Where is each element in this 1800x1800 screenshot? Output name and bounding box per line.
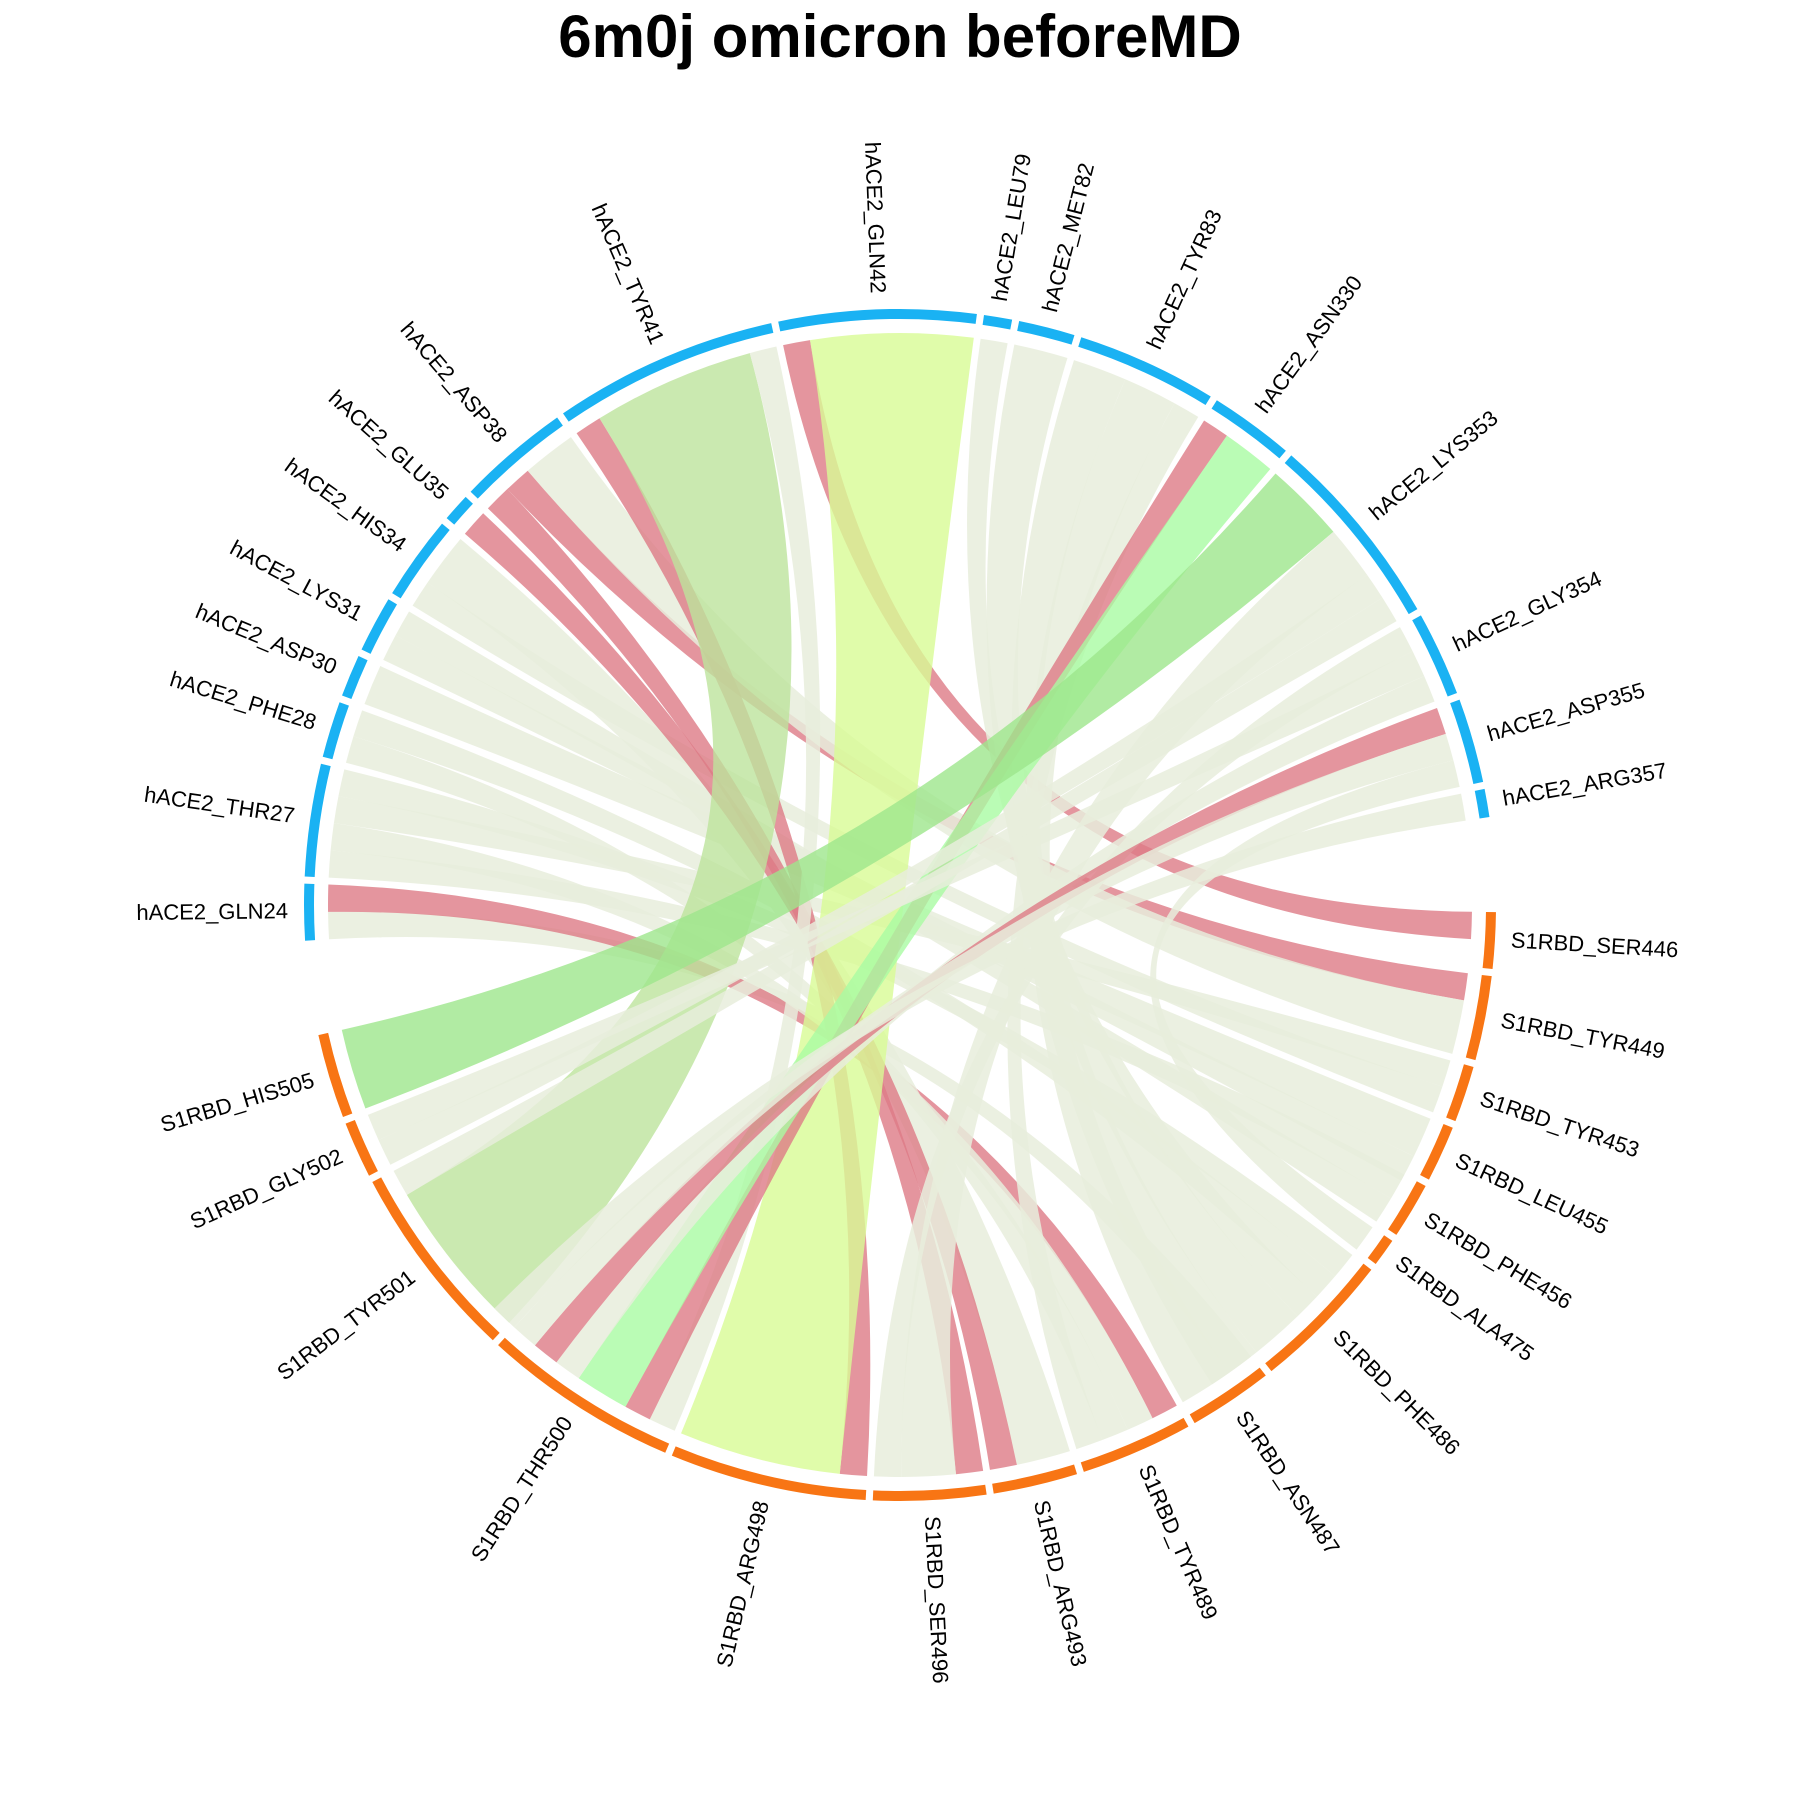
sector-track-S1RBD_PHE486 <box>1265 1263 1372 1372</box>
chord-link-hACE2_HIS34-S1RBD_TYR453 <box>412 582 1443 1113</box>
links-layer <box>328 333 1472 1477</box>
sector-track-hACE2_MET82 <box>1017 321 1075 345</box>
sector-label-S1RBD_ARG493: S1RBD_ARG493 <box>1029 1498 1092 1669</box>
chord-link-hACE2_GLY354-S1RBD_SER496 <box>873 627 1413 1477</box>
chord-link-hACE2_LYS353-S1RBD_HIS505 <box>341 473 1334 1109</box>
sector-label-hACE2_ASP38: hACE2_ASP38 <box>396 317 513 447</box>
sector-track-S1RBD_SER496 <box>872 1484 987 1501</box>
sector-label-S1RBD_SER446: S1RBD_SER446 <box>1510 927 1679 962</box>
sector-label-S1RBD_ASN487: S1RBD_ASN487 <box>1231 1406 1345 1559</box>
sector-label-S1RBD_TYR489: S1RBD_TYR489 <box>1134 1461 1223 1624</box>
sector-track-S1RBD_ARG498 <box>671 1446 867 1501</box>
sector-label-hACE2_ASP355: hACE2_ASP355 <box>1484 677 1647 746</box>
sector-label-hACE2_ASP30: hACE2_ASP30 <box>192 598 340 679</box>
sector-track-hACE2_GLN42 <box>778 309 977 332</box>
sector-label-S1RBD_TYR453: S1RBD_TYR453 <box>1477 1086 1643 1163</box>
sector-track-S1RBD_PHE456 <box>1388 1181 1426 1235</box>
sector-label-S1RBD_SER496: S1RBD_SER496 <box>920 1516 953 1685</box>
sector-label-hACE2_TYR41: hACE2_TYR41 <box>587 200 670 348</box>
sector-track-hACE2_ASP355 <box>1450 699 1484 784</box>
sector-label-hACE2_HIS34: hACE2_HIS34 <box>280 453 411 557</box>
sector-label-hACE2_TYR83: hACE2_TYR83 <box>1142 206 1227 353</box>
sector-track-S1RBD_TYR501 <box>372 1177 500 1341</box>
sector-track-hACE2_TYR83 <box>1078 337 1211 405</box>
sector-label-hACE2_LYS31: hACE2_LYS31 <box>226 535 367 626</box>
sector-track-hACE2_GLY354 <box>1412 615 1458 697</box>
chord-link-hACE2_TYR83-S1RBD_PHE486 <box>1011 360 1257 1385</box>
sector-track-hACE2_GLU35 <box>446 496 473 525</box>
sector-label-S1RBD_TYR449: S1RBD_TYR449 <box>1499 1008 1667 1064</box>
chord-link-hACE2_LYS353-S1RBD_GLY502 <box>378 574 1383 1165</box>
sector-label-hACE2_PHE28: hACE2_PHE28 <box>167 666 319 735</box>
sector-label-S1RBD_GLY502: S1RBD_GLY502 <box>186 1144 346 1234</box>
chord-link-hACE2_MET82-S1RBD_PHE486 <box>986 344 1298 1353</box>
sector-label-hACE2_LEU79: hACE2_LEU79 <box>987 152 1036 303</box>
chord-link-hACE2_ASP355-S1RBD_ALA475 <box>1150 760 1460 1250</box>
sector-label-hACE2_GLY354: hACE2_GLY354 <box>1449 566 1606 657</box>
sector-label-S1RBD_HIS505: S1RBD_HIS505 <box>158 1067 317 1137</box>
sector-track-hACE2_ASP38 <box>470 417 563 499</box>
sector-label-hACE2_GLN24: hACE2_GLN24 <box>136 898 288 925</box>
chord-link-hACE2_GLN42-S1RBD_ARG498 <box>681 333 974 1474</box>
sector-label-S1RBD_THR500: S1RBD_THR500 <box>466 1412 578 1566</box>
chord-link-hACE2_HIS34-S1RBD_ARG493 <box>427 538 1070 1465</box>
sector-label-hACE2_MET82: hACE2_MET82 <box>1037 160 1099 314</box>
sector-track-hACE2_THR27 <box>304 763 331 878</box>
sector-track-S1RBD_TYR489 <box>1080 1417 1189 1472</box>
sector-track-hACE2_PHE28 <box>322 702 349 760</box>
sector-track-hACE2_LEU79 <box>982 314 1013 330</box>
sector-label-S1RBD_TYR501: S1RBD_TYR501 <box>272 1265 419 1386</box>
sector-label-hACE2_THR27: hACE2_THR27 <box>143 782 297 828</box>
sector-track-S1RBD_THR500 <box>498 1337 670 1453</box>
sector-label-hACE2_ARG357: hACE2_ARG357 <box>1501 758 1669 811</box>
chord-link-hACE2_THR27-S1RBD_TYR453 <box>333 796 1451 1087</box>
sector-label-S1RBD_ARG498: S1RBD_ARG498 <box>711 1498 773 1669</box>
chord-link-hACE2_TYR41-S1RBD_TYR501 <box>406 353 792 1323</box>
chord-link-hACE2_ASN330-S1RBD_THR500 <box>625 420 1227 1420</box>
sector-label-hACE2_GLN42: hACE2_GLN42 <box>860 141 891 294</box>
sector-track-hACE2_HIS34 <box>392 523 450 599</box>
chord-link-hACE2_LYS353-S1RBD_SER496 <box>901 531 1368 1477</box>
sector-label-hACE2_LYS353: hACE2_LYS353 <box>1364 405 1502 525</box>
sector-label-hACE2_ASN330: hACE2_ASN330 <box>1250 271 1367 418</box>
sector-track-S1RBD_SER446 <box>1482 911 1496 970</box>
sector-track-S1RBD_ALA475 <box>1367 1235 1393 1265</box>
sector-track-S1RBD_ARG493 <box>992 1464 1078 1494</box>
sector-label-S1RBD_LEU455: S1RBD_LEU455 <box>1452 1148 1612 1240</box>
sector-track-S1RBD_ASN487 <box>1189 1367 1266 1424</box>
sector-track-hACE2_GLN24 <box>304 883 316 941</box>
sector-track-S1RBD_HIS505 <box>318 1032 353 1118</box>
sector-track-S1RBD_TYR453 <box>1446 1064 1474 1122</box>
sector-label-S1RBD_PHE486: S1RBD_PHE486 <box>1328 1325 1465 1460</box>
sector-track-hACE2_LYS353 <box>1284 455 1418 615</box>
sector-track-hACE2_TYR41 <box>563 323 774 422</box>
sector-track-hACE2_LYS31 <box>361 599 398 654</box>
chord-link-hACE2_THR27-S1RBD_PHE456 <box>328 850 1405 1199</box>
chart-title: 6m0j omicron beforeMD <box>558 3 1242 70</box>
sector-track-S1RBD_GLY502 <box>345 1120 378 1176</box>
sector-track-hACE2_ASN330 <box>1211 400 1286 459</box>
chord-link-hACE2_ASP38-S1RBD_TYR449 <box>527 437 1464 1054</box>
sector-track-S1RBD_TYR449 <box>1465 974 1492 1061</box>
sector-track-hACE2_ARG357 <box>1474 788 1490 819</box>
chord-link-hACE2_GLY354-S1RBD_GLY502 <box>367 651 1425 1141</box>
sector-track-hACE2_ASP30 <box>342 656 368 700</box>
sector-track-S1RBD_LEU455 <box>1420 1124 1453 1180</box>
sectors-layer <box>304 309 1496 1501</box>
